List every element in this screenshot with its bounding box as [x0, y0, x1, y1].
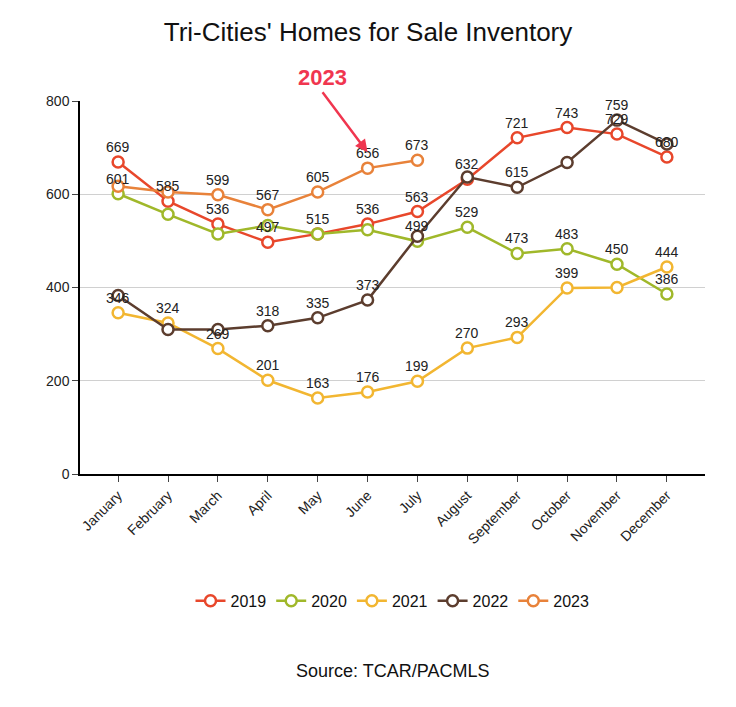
svg-text:293: 293	[505, 314, 529, 330]
svg-text:163: 163	[306, 375, 330, 391]
svg-text:444: 444	[655, 244, 679, 260]
svg-text:2023: 2023	[298, 65, 347, 90]
svg-text:201: 201	[256, 357, 280, 373]
svg-text:399: 399	[555, 265, 579, 281]
svg-text:673: 673	[405, 137, 429, 153]
svg-text:February: February	[124, 487, 175, 538]
svg-text:567: 567	[256, 187, 280, 203]
svg-text:615: 615	[505, 164, 529, 180]
svg-text:632: 632	[455, 156, 479, 172]
svg-text:324: 324	[156, 300, 180, 316]
svg-text:2022: 2022	[473, 593, 509, 610]
svg-text:200: 200	[46, 373, 70, 389]
svg-text:680: 680	[655, 134, 679, 150]
svg-text:656: 656	[356, 145, 380, 161]
svg-text:386: 386	[655, 271, 679, 287]
svg-text:2023: 2023	[553, 593, 589, 610]
svg-text:October: October	[528, 487, 575, 534]
svg-text:450: 450	[605, 241, 629, 257]
svg-text:536: 536	[206, 201, 230, 217]
svg-text:563: 563	[405, 189, 429, 205]
svg-text:January: January	[79, 487, 126, 534]
svg-text:497: 497	[256, 219, 280, 235]
svg-text:199: 199	[405, 358, 429, 374]
svg-text:669: 669	[106, 139, 130, 155]
svg-text:269: 269	[206, 326, 230, 342]
svg-text:Source: TCAR/PACMLS: Source: TCAR/PACMLS	[296, 661, 489, 681]
svg-text:743: 743	[555, 105, 579, 121]
svg-text:536: 536	[356, 201, 380, 217]
svg-text:601: 601	[106, 171, 130, 187]
svg-text:270: 270	[455, 325, 479, 341]
svg-text:September: September	[465, 487, 525, 547]
svg-text:August: August	[432, 487, 474, 529]
svg-text:2019: 2019	[231, 593, 267, 610]
svg-text:2021: 2021	[392, 593, 428, 610]
svg-text:0: 0	[62, 466, 70, 482]
svg-text:June: June	[342, 487, 375, 520]
svg-text:April: April	[244, 487, 275, 518]
svg-text:July: July	[396, 487, 425, 516]
svg-text:599: 599	[206, 172, 230, 188]
svg-text:400: 400	[46, 279, 70, 295]
svg-text:176: 176	[356, 369, 380, 385]
svg-text:2020: 2020	[311, 593, 347, 610]
svg-text:585: 585	[156, 178, 180, 194]
svg-text:800: 800	[46, 93, 70, 109]
svg-text:729: 729	[605, 111, 629, 127]
svg-text:759: 759	[605, 97, 629, 113]
svg-text:483: 483	[555, 226, 579, 242]
svg-text:721: 721	[505, 115, 529, 131]
svg-text:346: 346	[106, 290, 130, 306]
svg-text:600: 600	[46, 186, 70, 202]
svg-text:Tri-Cities' Homes for Sale Inv: Tri-Cities' Homes for Sale Inventory	[164, 17, 573, 47]
svg-text:373: 373	[356, 277, 380, 293]
svg-text:335: 335	[306, 295, 330, 311]
svg-text:March: March	[186, 487, 225, 526]
svg-text:515: 515	[306, 211, 330, 227]
svg-text:473: 473	[505, 230, 529, 246]
svg-text:605: 605	[306, 169, 330, 185]
svg-text:499: 499	[405, 218, 429, 234]
svg-text:May: May	[295, 487, 325, 517]
svg-text:529: 529	[455, 204, 479, 220]
svg-text:December: December	[617, 487, 674, 544]
svg-text:November: November	[567, 487, 624, 544]
svg-text:318: 318	[256, 303, 280, 319]
